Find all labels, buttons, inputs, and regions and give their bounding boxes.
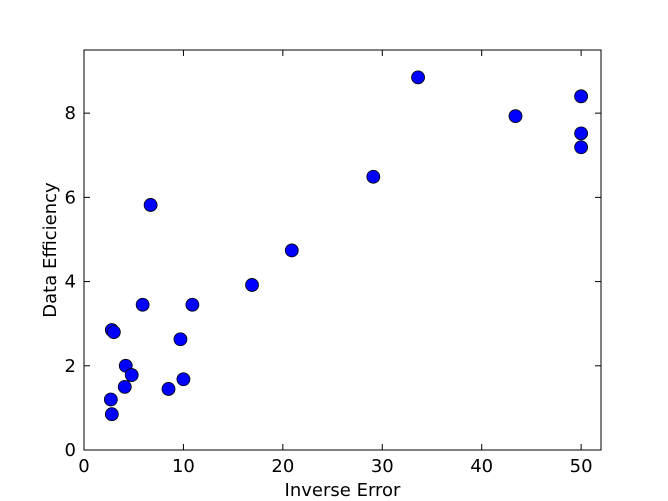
data-point: [245, 278, 259, 292]
data-point: [176, 372, 191, 387]
data-point: [508, 109, 523, 124]
x-tick-label: 40: [470, 456, 493, 477]
x-tick-label: 30: [371, 456, 394, 477]
data-point: [173, 332, 188, 347]
data-point: [185, 297, 200, 312]
data-point: [103, 392, 118, 407]
data-point: [106, 325, 121, 340]
data-point: [574, 140, 589, 155]
y-tick-label: 6: [65, 187, 76, 208]
x-tick-label: 20: [271, 456, 294, 477]
data-point: [124, 368, 139, 382]
data-point: [135, 297, 150, 312]
data-point: [366, 169, 381, 184]
x-tick-label: 10: [172, 456, 195, 477]
y-tick-label: 0: [65, 440, 76, 461]
y-tick-label: 8: [65, 103, 76, 124]
data-point: [117, 379, 132, 394]
points-layer: [103, 70, 589, 422]
data-point: [143, 198, 158, 212]
data-point: [574, 126, 589, 141]
ticks-layer: 0 10 20 30 40 50 0 2 4 6 8: [65, 50, 601, 477]
x-tick-label: 0: [78, 456, 89, 477]
y-tick-label: 2: [65, 356, 76, 377]
data-point: [104, 407, 119, 422]
data-point: [161, 382, 176, 396]
y-tick-label: 4: [65, 272, 76, 293]
x-axis-label: Inverse Error: [285, 480, 401, 501]
data-point: [574, 89, 589, 104]
x-tick-label: 50: [570, 456, 593, 477]
data-point: [284, 243, 299, 258]
plot-area: [83, 49, 602, 451]
data-point: [411, 70, 425, 85]
y-axis-label: Data Efficiency: [40, 182, 61, 318]
